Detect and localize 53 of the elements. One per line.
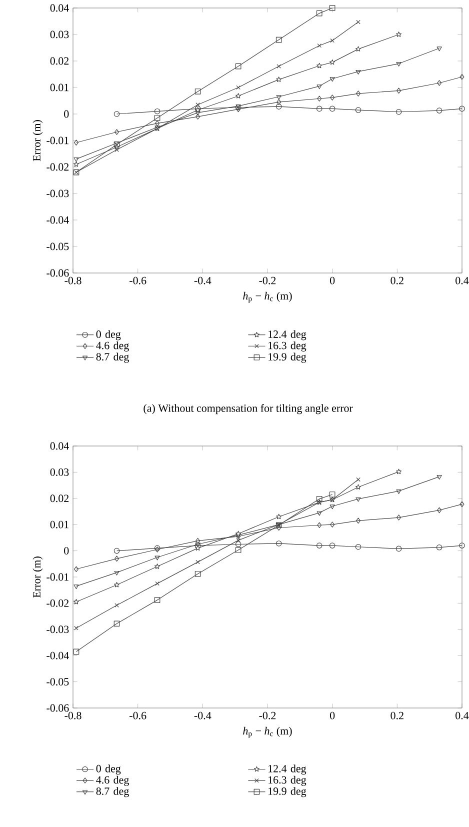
x-tick-label: 0.2 [390,712,404,720]
x-tick-label: -0.4 [194,276,212,284]
y-tick-label: -0.01 [46,136,68,144]
y-tick-label: -0.05 [46,678,69,686]
x-tick-label: -0.6 [130,276,146,284]
y-tick-label: -0.06 [46,269,69,277]
x-tick-label: 0.4 [456,276,469,284]
text: (a) Without compensation for tilting angle error [144,404,353,414]
legend-label: 19.9 deg [268,787,306,798]
legend-label: 16.3 deg [268,341,306,352]
y-tick-label: 0.01 [50,84,68,92]
legend-label: 12.4 deg [268,330,306,340]
y-tick-label: 0.02 [50,494,69,502]
legend-label: 19.9 deg [268,352,306,363]
y-tick-label: 0.03 [50,30,69,38]
x-tick-label: 0 [330,712,335,720]
y-tick-label: -0.05 [46,242,69,250]
legend-label: 12.4 deg [268,764,306,775]
y-tick-label: -0.06 [46,704,69,712]
y-tick-label: 0.04 [50,442,69,450]
y-tick-label: -0.01 [46,573,68,581]
y-axis-title: Error (m) [32,120,43,162]
y-tick-label: 0.02 [50,57,69,65]
y-tick-label: -0.02 [46,599,69,607]
y-tick-label: 0 [64,110,69,118]
y-tick-label: -0.04 [46,652,69,660]
x-tick-label: 0 [330,276,335,284]
legend-label: 4.6 deg [96,776,129,786]
legend-label: 8.7 deg [96,352,129,363]
x-axis-title: h$_{p}$ − h$_{c}$ (m) [243,726,292,738]
x-tick-label: 0.4 [456,712,469,720]
x-tick-label: -0.8 [64,712,82,720]
x-tick-label: -0.8 [64,276,82,284]
y-tick-label: 0 [64,547,69,555]
y-tick-label: 0.03 [50,468,69,476]
x-tick-label: -0.2 [259,712,276,720]
y-tick-label: 0.01 [50,520,68,528]
x-tick-label: -0.6 [130,712,146,720]
legend-label: 4.6 deg [96,341,129,352]
y-tick-label: -0.03 [46,626,69,634]
y-axis-title: Error (m) [32,556,43,598]
y-tick-label: -0.02 [46,163,69,171]
legend-label: 0 deg [96,330,121,340]
legend-label: 16.3 deg [268,776,306,786]
y-tick-label: 0.04 [50,4,69,12]
y-tick-label: -0.04 [46,216,69,224]
x-axis-title: h$_{p}$ − h$_{c}$ (m) [243,292,292,303]
y-tick-label: -0.03 [46,190,69,198]
legend-label: 8.7 deg [96,787,129,798]
x-tick-label: -0.4 [194,712,212,720]
legend-label: 0 deg [96,764,121,775]
x-tick-label: -0.2 [259,276,276,284]
x-tick-label: 0.2 [390,276,404,284]
